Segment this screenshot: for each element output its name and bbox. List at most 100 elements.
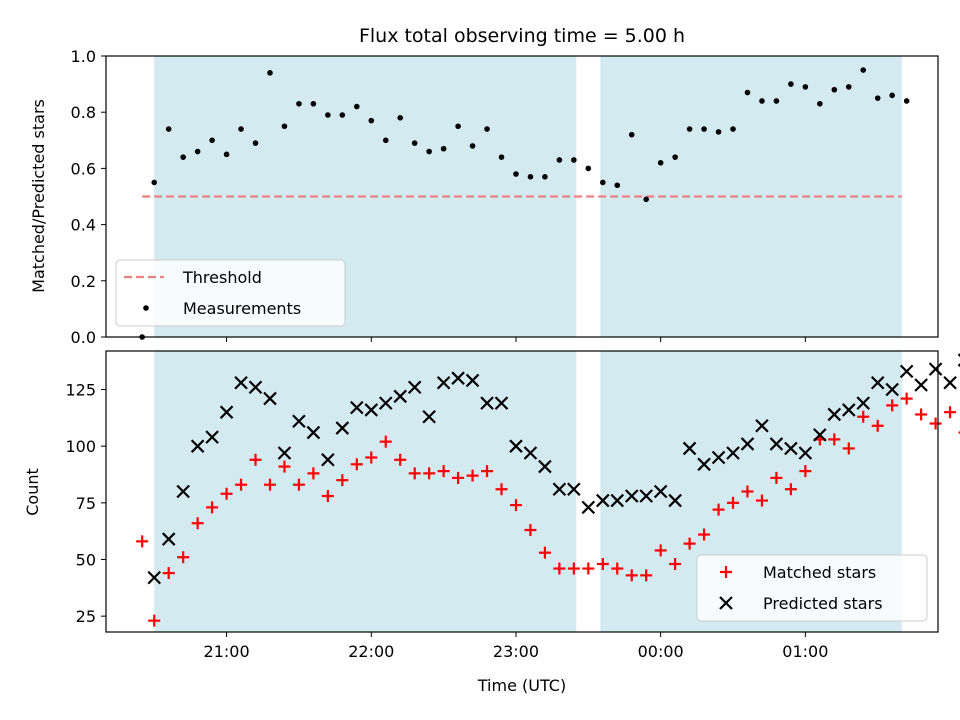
ratio-y-tick-label: 0.6	[71, 159, 96, 178]
measurement-point	[238, 126, 244, 132]
predicted-star-point	[248, 380, 263, 395]
matched-star-point	[857, 410, 870, 423]
x-tick-label: 21:00	[204, 642, 250, 661]
predicted-star-stroke-b	[422, 409, 436, 424]
measurement-point	[556, 157, 563, 163]
matched-star-point	[755, 494, 768, 507]
measurement-point	[354, 103, 360, 110]
predicted-star-point	[480, 396, 494, 410]
predicted-star-stroke-b	[697, 457, 711, 472]
matched-star-point	[712, 503, 725, 516]
predicted-star-point	[451, 371, 465, 385]
predicted-star-stroke-b	[248, 380, 263, 395]
matched-star-point	[278, 460, 291, 473]
measurement-point	[513, 171, 519, 177]
predicted-star-stroke-b	[350, 400, 364, 415]
predicted-star-point	[436, 375, 451, 390]
predicted-star-point	[914, 378, 928, 392]
matched-star-point	[423, 467, 436, 480]
predicted-star-point	[190, 439, 205, 453]
matched-star-point	[148, 614, 161, 627]
predicted-star-stroke-b	[407, 380, 422, 395]
predicted-star-point	[292, 414, 306, 429]
predicted-star-stroke-b	[509, 439, 523, 453]
predicted-star-stroke-b	[914, 378, 928, 392]
predicted-star-point	[523, 446, 538, 460]
predicted-star-point	[306, 425, 321, 440]
matched-star-point	[640, 569, 653, 582]
measurement-point	[527, 174, 534, 180]
measurement-point	[788, 81, 794, 87]
matched-star-point	[900, 392, 913, 405]
matched-star-point	[596, 558, 609, 571]
predicted-star-stroke-b	[523, 446, 538, 460]
matched-legend-label: Matched stars	[763, 563, 876, 582]
measurement-point	[296, 100, 302, 107]
predicted-star-point	[943, 375, 957, 390]
chart-title: Flux total observing time = 5.00 h	[359, 25, 685, 47]
matched-star-point	[567, 562, 580, 575]
measurement-point	[628, 131, 635, 138]
matched-star-point	[394, 453, 407, 466]
ratio-legend-box	[115, 259, 346, 327]
measurement-point	[194, 148, 201, 155]
predicted-star-point	[321, 452, 335, 467]
matched-star-point	[365, 451, 378, 464]
matched-star-point	[235, 478, 248, 491]
predicted-star-point	[899, 364, 914, 379]
measurement-point	[281, 123, 288, 130]
predicted-star-stroke-b	[740, 437, 755, 451]
predicted-star-point	[856, 396, 871, 410]
counts-y-tick-label: 100	[65, 437, 96, 456]
x-tick-label: 23:00	[493, 642, 539, 661]
matched-star-point	[871, 419, 884, 432]
predicted-legend-swatch	[719, 596, 733, 610]
matched-star-point	[524, 524, 537, 537]
predicted-star-point	[378, 396, 393, 410]
predicted-star-stroke-b	[538, 459, 552, 474]
predicted-star-point	[147, 570, 162, 585]
predicted-star-point	[928, 362, 943, 376]
counts-y-tick-label: 75	[76, 494, 96, 513]
measurement-point	[802, 84, 809, 90]
ratio-y-ticks: 0.0 0.2 0.4 0.6 0.8 1.0	[71, 47, 106, 347]
predicted-star-stroke-b	[596, 493, 610, 508]
predicted-star-point	[885, 382, 899, 397]
predicted-star-point	[726, 446, 740, 460]
predicted-star-stroke-b	[378, 396, 393, 410]
predicted-star-stroke-b	[943, 375, 957, 390]
measurement-point	[874, 95, 881, 101]
measurements-legend-label: Measurements	[183, 299, 301, 318]
measurement-point	[440, 145, 447, 152]
predicted-star-point	[624, 489, 639, 503]
predicted-star-point	[668, 493, 682, 508]
predicted-star-point	[581, 500, 596, 515]
matched-star-point	[379, 435, 392, 448]
matched-star-point	[452, 471, 465, 484]
measurement-point	[860, 67, 867, 73]
measurement-point	[469, 143, 476, 149]
measurement-point	[715, 129, 722, 135]
measurement-point	[411, 140, 418, 146]
matched-star-point	[886, 399, 899, 412]
predicted-star-stroke-b	[899, 364, 914, 379]
matched-star-points	[136, 392, 960, 627]
predicted-star-stroke-b	[176, 484, 190, 499]
measurement-point	[889, 92, 895, 99]
x-tick-label: 01:00	[782, 642, 828, 661]
x-tick-label: 00:00	[638, 642, 684, 661]
predicted-star-point	[769, 437, 784, 451]
counts-y-tick-label: 25	[76, 607, 96, 626]
matched-star-point	[799, 465, 812, 478]
threshold-legend-label: Threshold	[182, 268, 262, 287]
measurement-point	[397, 115, 404, 121]
predicted-star-stroke-b	[870, 375, 885, 390]
measurement-point	[426, 148, 432, 155]
predicted-star-stroke-b	[784, 441, 798, 456]
measurement-point	[498, 154, 505, 160]
matched-star-point	[842, 442, 855, 455]
predicted-star-point	[639, 489, 653, 503]
ratio-y-tick-label: 0.4	[71, 216, 96, 235]
measurement-point	[657, 159, 664, 166]
